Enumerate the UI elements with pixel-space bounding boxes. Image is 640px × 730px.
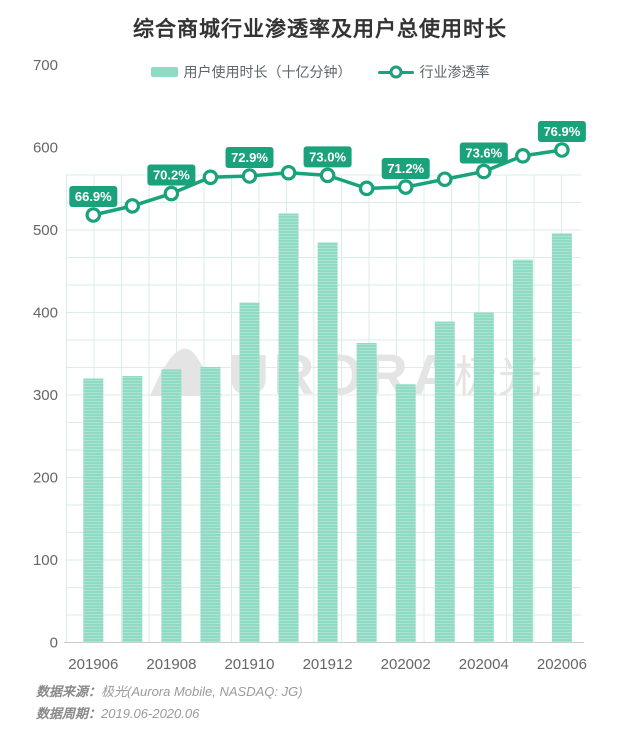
- legend: 用户使用时长（十亿分钟） 行业渗透率: [0, 62, 640, 82]
- bar: [122, 376, 143, 643]
- data-label-badge: [147, 164, 196, 186]
- legend-item-line[interactable]: 行业渗透率: [377, 62, 490, 82]
- y-tick-label: 500: [33, 222, 58, 239]
- line-point: [241, 168, 258, 184]
- bar: [434, 321, 455, 643]
- y-axis-ticks: 0 100 200 300 400 500 600 700: [33, 57, 58, 652]
- bar: [200, 366, 221, 643]
- data-label-badge: [303, 146, 352, 168]
- x-tick-label: 202004: [459, 656, 509, 673]
- bar: [317, 242, 338, 643]
- bar: [83, 378, 104, 643]
- y-tick-label: 400: [33, 305, 58, 322]
- y-tick-label: 600: [33, 140, 58, 157]
- line-point: [124, 198, 141, 214]
- line-point: [358, 180, 375, 197]
- y-tick-label: 0: [50, 635, 58, 652]
- data-label-badges: 66.9% 70.2% 72.9% 73.0% 71.2% 73.6% 76.9%: [69, 121, 586, 207]
- bar: [356, 343, 377, 643]
- line-marker-icon: [377, 65, 414, 79]
- bar: [551, 233, 572, 643]
- chart-footer: 数据来源：极光(Aurora Mobile, NASDAQ: JG) 数据周期：…: [36, 681, 303, 725]
- y-tick-label: 100: [33, 552, 58, 569]
- data-label-text: 72.9%: [231, 150, 268, 165]
- data-label-text: 71.2%: [387, 161, 424, 176]
- x-axis-ticks: 201906 201908 201910 201912 202002 202004 2020…: [68, 656, 587, 673]
- bar: [239, 302, 260, 643]
- data-label-badge: [459, 142, 508, 164]
- bar: [161, 369, 182, 643]
- bar: [278, 213, 299, 643]
- line-point: [475, 163, 492, 180]
- bar-swatch-icon: [150, 67, 178, 77]
- line-point: [397, 179, 414, 195]
- y-tick-label: 700: [33, 57, 58, 74]
- legend-line-label: 行业渗透率: [419, 64, 490, 80]
- line-points: [85, 142, 570, 223]
- chart-title: 综合商城行业渗透率及用户总使用时长: [133, 18, 507, 41]
- y-tick-label: 200: [33, 470, 58, 487]
- data-label-text: 73.0%: [309, 149, 346, 164]
- bar: [473, 312, 494, 643]
- bar-series: [83, 213, 572, 643]
- data-label-text: 70.2%: [153, 168, 190, 183]
- watermark-latin-text: URORA: [228, 343, 457, 407]
- data-label-text: 76.9%: [543, 124, 580, 139]
- x-tick-label: 201908: [146, 656, 196, 673]
- x-tick-label: 201910: [224, 656, 274, 673]
- data-period-line: 数据周期：2019.06-2020.06: [36, 703, 303, 725]
- line-point: [85, 207, 102, 223]
- x-tick-label: 202002: [381, 656, 431, 673]
- bar: [512, 259, 533, 643]
- data-label-text: 73.6%: [465, 145, 502, 160]
- data-label-badge: [225, 147, 274, 168]
- data-source-label: 数据来源：: [36, 684, 102, 699]
- line-point: [280, 164, 297, 181]
- line-point: [436, 171, 453, 188]
- legend-bar-label: 用户使用时长（十亿分钟）: [183, 64, 352, 80]
- data-source-value: 极光(Aurora Mobile, NASDAQ: JG): [101, 684, 303, 699]
- line-point: [202, 169, 219, 186]
- x-tick-label: 202006: [537, 656, 587, 673]
- x-tick-label: 201912: [303, 656, 353, 673]
- data-label-text: 66.9%: [75, 189, 112, 204]
- legend-item-bar[interactable]: 用户使用时长（十亿分钟）: [150, 62, 352, 82]
- line-point: [554, 142, 570, 158]
- bar: [395, 384, 416, 643]
- data-period-label: 数据周期：: [36, 706, 102, 721]
- data-label-badge: [537, 121, 586, 142]
- data-period-value: 2019.06-2020.06: [101, 706, 200, 721]
- y-tick-label: 300: [33, 387, 58, 404]
- line-point: [515, 148, 531, 164]
- line-point: [163, 185, 180, 202]
- data-label-badge: [381, 158, 430, 180]
- data-label-badge: [69, 186, 118, 207]
- data-source-line: 数据来源：极光(Aurora Mobile, NASDAQ: JG): [36, 681, 303, 703]
- line-point: [319, 167, 336, 184]
- x-tick-label: 201906: [68, 656, 118, 673]
